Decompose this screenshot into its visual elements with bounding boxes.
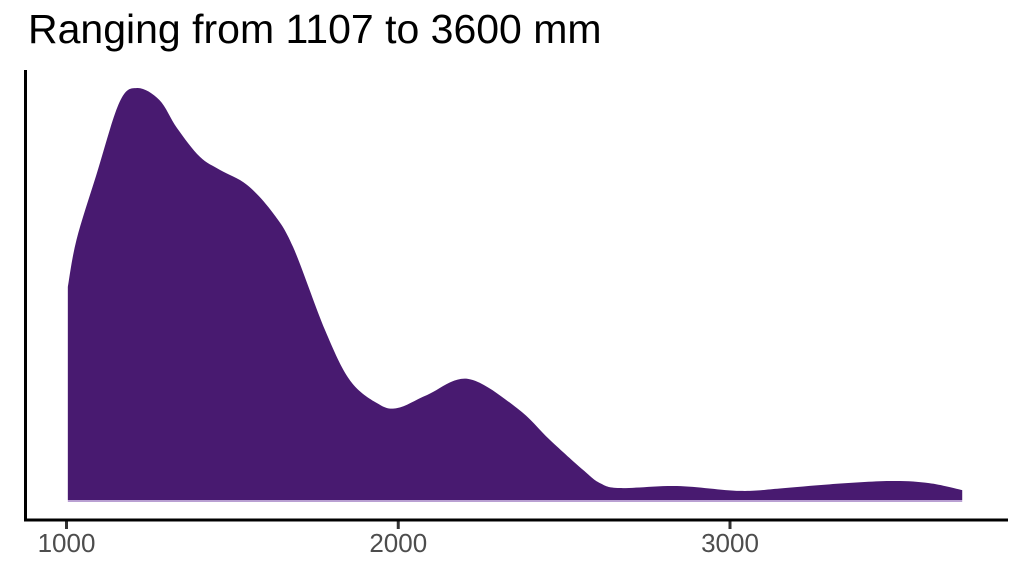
x-tick-label: 3000 bbox=[701, 528, 759, 558]
x-axis-tick-marks bbox=[65, 521, 732, 529]
density-area bbox=[67, 87, 963, 501]
x-tick-label: 2000 bbox=[369, 528, 427, 558]
x-axis-tick-labels: 1000 2000 3000 bbox=[38, 528, 759, 558]
chart-title: Ranging from 1107 to 3600 mm bbox=[28, 6, 602, 52]
x-tick-label: 1000 bbox=[38, 528, 96, 558]
